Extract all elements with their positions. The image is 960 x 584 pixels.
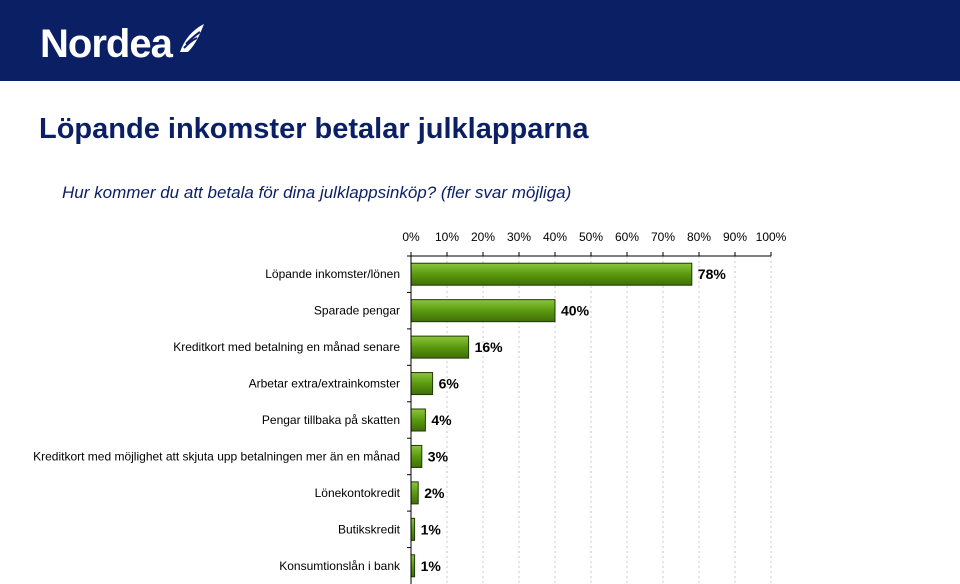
data-label: 78% xyxy=(698,266,727,282)
x-axis-ticks: 0% 10% 20% 30% 40% 50% 60% 70% 80% 90% 100% xyxy=(402,230,787,256)
category-label: Kreditkort med möjlighet att skjuta upp … xyxy=(33,449,400,463)
sail-icon xyxy=(179,24,204,52)
header-bar: Nordea xyxy=(0,0,960,81)
chart-question: Hur kommer du att betala för dina julkla… xyxy=(62,183,572,202)
bar xyxy=(410,554,416,578)
category-label: Konsumtionslån i bank xyxy=(279,559,401,573)
data-label: 3% xyxy=(428,448,449,464)
x-tick-label: 50% xyxy=(579,230,603,244)
category-label: Löpande inkomster/lönen xyxy=(265,267,400,281)
category-label: Sparade pengar xyxy=(314,304,400,318)
x-tick-label: 40% xyxy=(543,230,567,244)
nordea-logo: Nordea xyxy=(40,16,208,72)
category-label: Kreditkort med betalning en månad senare xyxy=(173,340,400,354)
bars: 78% 40% 16% 6% 4% 3% 2% 1% 1% xyxy=(410,262,727,578)
x-tick-label: 80% xyxy=(687,230,711,244)
bar xyxy=(410,481,419,505)
bar xyxy=(410,335,470,359)
x-tick-label: 10% xyxy=(435,230,459,244)
data-label: 2% xyxy=(424,485,445,501)
logo-text: Nordea xyxy=(40,22,173,66)
x-tick-label: 100% xyxy=(756,230,787,244)
data-label: 4% xyxy=(431,412,452,428)
bar xyxy=(410,444,423,468)
bar xyxy=(410,372,434,396)
x-tick-label: 20% xyxy=(471,230,495,244)
category-label: Arbetar extra/extrainkomster xyxy=(249,377,400,391)
x-tick-label: 90% xyxy=(723,230,747,244)
data-label: 16% xyxy=(475,339,504,355)
data-label: 1% xyxy=(421,558,442,574)
bar xyxy=(410,299,556,323)
category-label: Pengar tillbaka på skatten xyxy=(262,413,400,427)
axes xyxy=(410,255,771,584)
data-label: 1% xyxy=(421,521,442,537)
bar-chart: 0% 10% 20% 30% 40% 50% 60% 70% 80% 90% 100% Löpand… xyxy=(33,230,787,584)
category-label: Lönekontokredit xyxy=(315,486,401,500)
data-label: 6% xyxy=(439,376,460,392)
x-tick-label: 70% xyxy=(651,230,675,244)
x-tick-label: 0% xyxy=(402,230,420,244)
x-tick-label: 60% xyxy=(615,230,639,244)
data-label: 40% xyxy=(561,303,590,319)
category-labels: Löpande inkomster/lönen Sparade pengar Kre… xyxy=(33,255,411,573)
bar xyxy=(410,517,416,541)
bar xyxy=(410,408,426,432)
bar xyxy=(410,262,693,286)
category-label: Butikskredit xyxy=(338,522,401,536)
x-tick-label: 30% xyxy=(507,230,531,244)
page-title: Löpande inkomster betalar julklapparna xyxy=(39,113,589,145)
